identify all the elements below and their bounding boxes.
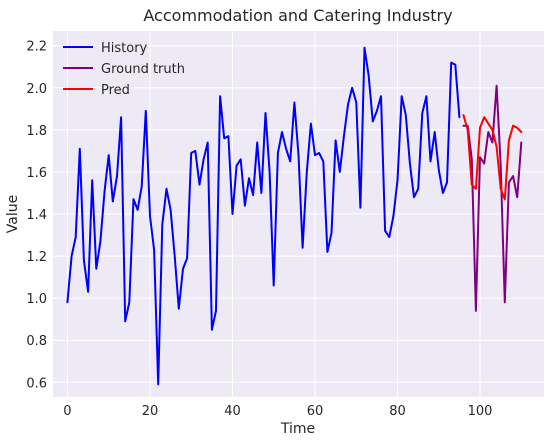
legend-label-history: History	[101, 41, 148, 56]
series-line-history	[66, 46, 461, 386]
x-axis-label: Time	[280, 421, 315, 437]
x-tick-label: 60	[307, 404, 324, 419]
y-tick-label: 1.4	[26, 208, 47, 223]
y-tick-labels: 0.6 0.8 1.0 1.2 1.4 1.6 1.8 2.0 2.2	[26, 40, 47, 392]
series-line-ground-truth	[462, 84, 523, 312]
y-axis-label: Value	[5, 195, 21, 233]
y-tick-label: 1.0	[26, 292, 47, 307]
x-tick-label: 100	[468, 404, 493, 419]
legend-label-pred: Pred	[101, 83, 130, 98]
x-tick-label: 20	[142, 404, 159, 419]
y-tick-label: 1.8	[26, 124, 47, 139]
y-tick-label: 1.2	[26, 250, 47, 265]
y-tick-label: 0.6	[26, 376, 47, 391]
y-tick-label: 2.0	[26, 82, 47, 97]
y-tick-label: 2.2	[26, 40, 47, 55]
series-line-pred	[462, 114, 523, 201]
y-tick-label: 1.6	[26, 166, 47, 181]
x-tick-label: 0	[63, 404, 71, 419]
series-lines	[66, 46, 523, 386]
chart-title: Accommodation and Catering Industry	[143, 6, 452, 25]
x-tick-labels: 0 20 40 60 80 100	[63, 404, 492, 419]
grid-lines	[53, 31, 544, 397]
y-tick-label: 0.8	[26, 334, 47, 349]
x-tick-label: 40	[224, 404, 241, 419]
legend: History Ground truth Pred	[63, 41, 185, 98]
legend-label-ground-truth: Ground truth	[101, 62, 185, 77]
x-tick-label: 80	[389, 404, 406, 419]
